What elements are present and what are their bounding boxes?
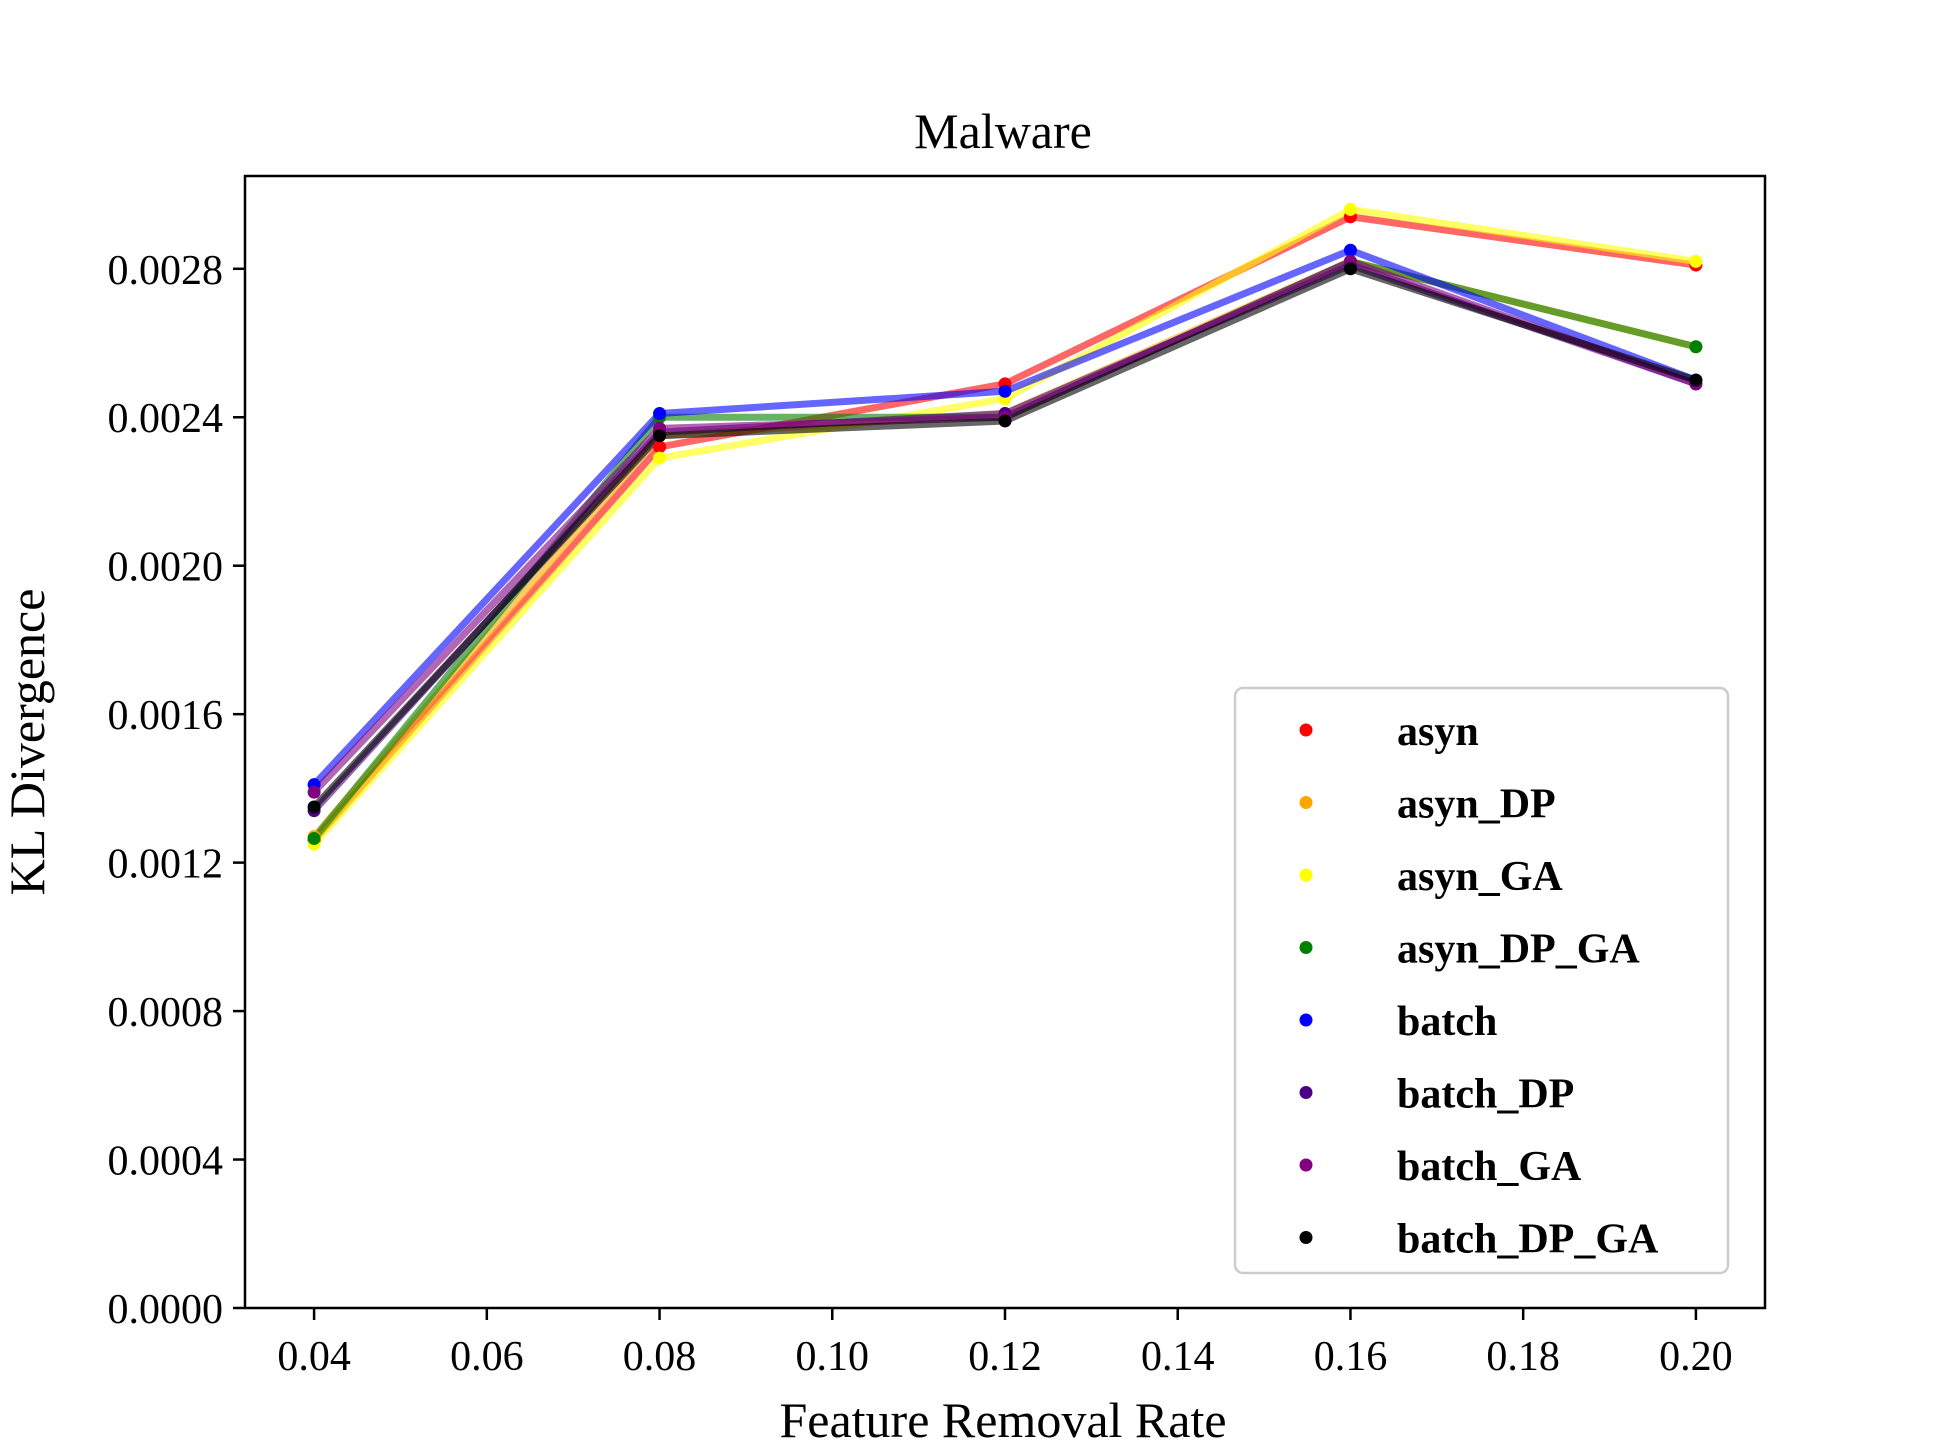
data-point-batch <box>653 407 667 421</box>
legend-box <box>1233 686 1730 1275</box>
legend-label-asyn: asyn <box>1397 709 1479 755</box>
data-point-batch_DP_GA <box>998 414 1012 428</box>
data-point-batch <box>1343 243 1357 257</box>
legend-label-asyn_DP_GA: asyn_DP_GA <box>1397 927 1640 973</box>
legend-label-batch_GA: batch_GA <box>1397 1144 1582 1190</box>
y-tick-label: 0.0020 <box>108 545 224 591</box>
y-axis-label: KL Divergence <box>0 589 55 896</box>
legend-label-batch: batch <box>1397 999 1497 1045</box>
y-tick-label: 0.0008 <box>108 990 224 1036</box>
x-tick-label: 0.18 <box>1486 1334 1560 1380</box>
legend-label-batch_DP_GA: batch_DP_GA <box>1397 1217 1659 1263</box>
y-tick-label: 0.0028 <box>108 248 224 294</box>
legend-label-batch_DP: batch_DP <box>1397 1072 1574 1118</box>
x-tick-label: 0.20 <box>1659 1334 1733 1380</box>
legend-marker-batch_DP <box>1299 1086 1313 1099</box>
data-point-asyn_GA <box>1343 202 1357 216</box>
data-point-asyn_DP_GA <box>1689 340 1703 354</box>
y-tick-label: 0.0024 <box>108 396 224 442</box>
legend-marker-batch <box>1299 1013 1313 1027</box>
data-point-batch_GA <box>307 785 321 799</box>
y-tick-label: 0.0012 <box>108 842 224 888</box>
data-point-batch_DP_GA <box>653 429 667 443</box>
data-point-batch_DP_GA <box>307 800 321 814</box>
x-tick-label: 0.08 <box>623 1334 697 1380</box>
legend-marker-batch_GA <box>1299 1158 1313 1172</box>
data-point-batch <box>998 384 1012 398</box>
x-tick-label: 0.12 <box>968 1334 1042 1380</box>
data-point-asyn_DP_GA <box>307 831 321 845</box>
x-tick-label: 0.10 <box>796 1334 870 1380</box>
y-tick-label: 0.0016 <box>108 693 224 739</box>
x-axis: 0.04 0.06 0.08 0.10 0.12 0.14 0.16 0.18 0.20 <box>277 1308 1733 1380</box>
legend-label-asyn_DP: asyn_DP <box>1397 782 1556 828</box>
legend-label-asyn_GA: asyn_GA <box>1397 854 1563 900</box>
data-point-asyn <box>653 440 667 454</box>
data-point-batch_DP_GA <box>1343 262 1357 276</box>
legend-marker-batch_DP_GA <box>1299 1231 1313 1244</box>
plot-area <box>307 202 1703 851</box>
legend-marker-asyn_DP_GA <box>1299 941 1313 954</box>
x-axis-label: Feature Removal Rate <box>779 1392 1226 1448</box>
x-tick-label: 0.06 <box>450 1334 524 1380</box>
x-tick-label: 0.16 <box>1314 1334 1388 1380</box>
y-tick-label: 0.0000 <box>108 1287 224 1333</box>
x-tick-label: 0.04 <box>277 1334 351 1380</box>
x-tick-label: 0.14 <box>1141 1334 1215 1380</box>
legend-marker-asyn_DP <box>1299 796 1313 809</box>
y-tick-label: 0.0004 <box>108 1139 224 1185</box>
data-point-asyn_GA <box>1689 254 1703 268</box>
data-point-batch_DP_GA <box>1689 373 1703 387</box>
data-point-asyn_GA <box>653 451 667 465</box>
y-axis: 0.0000 0.0004 0.0008 0.0012 0.0016 0.0020 0.00… <box>108 248 245 1333</box>
legend-marker-asyn <box>1299 723 1313 737</box>
chart-title: Malware <box>914 103 1092 159</box>
legend-marker-asyn_GA <box>1299 868 1313 882</box>
